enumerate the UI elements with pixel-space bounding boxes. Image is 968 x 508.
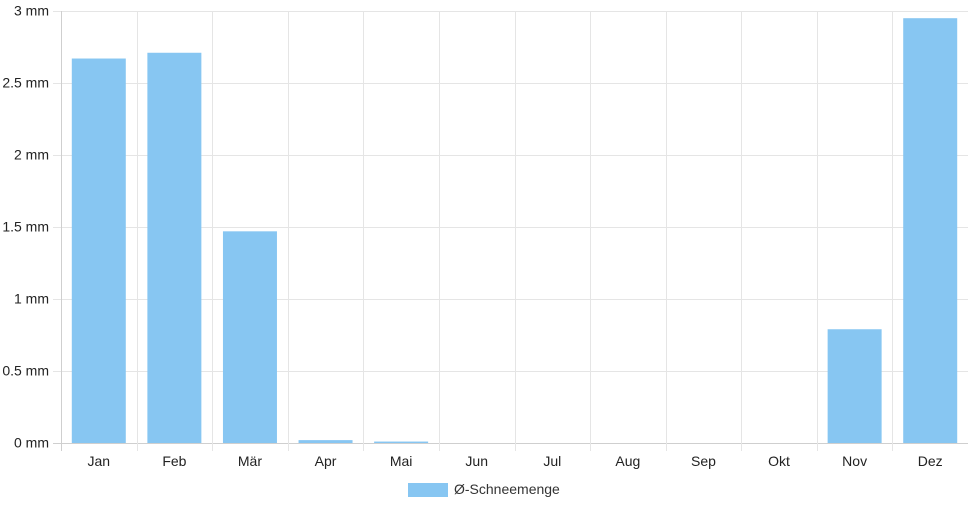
y-tick-label: 2.5 mm [2,75,49,91]
y-tick-label: 2 mm [14,147,49,163]
bar-Mär [222,231,277,443]
x-axis-ticks: Jan Feb Mär Apr Mai Jun Jul Aug Sep Okt Nov Dez [88,453,943,469]
bar-Apr [298,440,353,443]
y-tick-label: 3 mm [14,3,49,19]
x-tick-label: Aug [615,453,640,469]
x-tick-label: Jul [543,453,561,469]
bar-Mai [374,441,429,443]
legend-label: Ø-Schneemenge [454,481,560,497]
y-tick-label: 1.5 mm [2,219,49,235]
y-axis-ticks: 0 mm 0.5 mm 1 mm 1.5 mm 2 mm 2.5 mm 3 mm [2,3,49,451]
x-tick-label: Feb [162,453,186,469]
x-tick-label: Jun [465,453,488,469]
legend[interactable]: Ø-Schneemenge [408,481,560,497]
bar-Feb [147,52,202,443]
grid-lines [53,11,968,451]
y-tick-label: 1 mm [14,291,49,307]
x-tick-label: Okt [768,453,790,469]
bars [71,18,958,444]
y-tick-label: 0 mm [14,435,49,451]
x-tick-label: Nov [842,453,867,469]
x-tick-label: Mai [390,453,413,469]
bar-Dez [903,18,958,443]
bar-Jan [71,58,126,444]
x-tick-label: Apr [315,453,337,469]
x-tick-label: Jan [88,453,111,469]
y-tick-label: 0.5 mm [2,363,49,379]
x-tick-label: Sep [691,453,716,469]
bar-Nov [827,329,882,443]
x-tick-label: Dez [918,453,943,469]
legend-swatch [408,483,448,497]
x-tick-label: Mär [238,453,262,469]
